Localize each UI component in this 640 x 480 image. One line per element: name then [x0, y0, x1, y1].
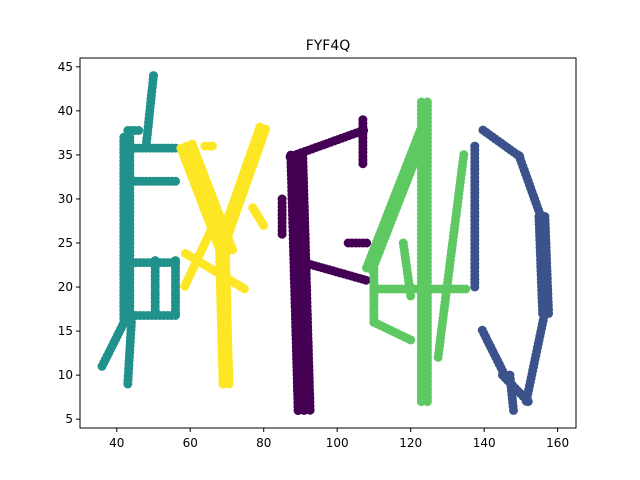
series-2 [277, 115, 372, 416]
x-tick-label: 60 [183, 436, 198, 450]
series-1 [176, 122, 271, 389]
scatter-point [433, 352, 443, 362]
y-tick-label: 15 [58, 324, 73, 338]
axes-frame [79, 57, 577, 429]
scatter-point [123, 379, 133, 389]
scatter-point [171, 176, 180, 186]
y-tick-label: 40 [58, 104, 73, 118]
scatter-point [406, 291, 416, 301]
x-tick-label: 80 [256, 436, 271, 450]
x-tick-label: 140 [473, 436, 496, 450]
series-0 [97, 71, 180, 389]
scatter-point [224, 379, 234, 389]
scatter-point [207, 141, 217, 151]
series-4 [470, 125, 554, 415]
scatter-point [134, 126, 144, 135]
y-tick-label: 30 [58, 192, 73, 206]
series-3 [362, 97, 471, 407]
scatter-point [358, 159, 368, 169]
x-tick-label: 100 [326, 436, 349, 450]
x-tick-label: 120 [399, 436, 422, 450]
scatter-point [422, 397, 432, 407]
scatter-point [362, 238, 372, 248]
scatter-point [97, 361, 107, 371]
y-tick-label: 35 [58, 148, 73, 162]
chart-title: FYF4Q [306, 38, 351, 54]
scatter-point [239, 284, 249, 294]
scatter-point [461, 284, 471, 294]
scatter-point [477, 325, 487, 335]
x-tick-label: 160 [546, 436, 569, 450]
y-tick-label: 25 [58, 236, 73, 250]
scatter-point [305, 405, 315, 415]
y-tick-label: 20 [58, 280, 73, 294]
y-tick-label: 45 [58, 60, 73, 74]
y-tick-label: 10 [58, 368, 73, 382]
scatter-point [406, 335, 416, 345]
scatter-point [228, 245, 238, 255]
scatter-point [509, 405, 518, 415]
scatter-point [171, 311, 180, 320]
x-tick-label: 40 [109, 436, 124, 450]
scatter-point [277, 229, 287, 239]
scatter-point [180, 281, 190, 291]
ticks-layer: 40 60 80 100 120 140 160 5 10 15 20 25 30 35 40 45 [58, 60, 569, 450]
scatter-point [470, 282, 480, 292]
points-layer [97, 71, 554, 416]
y-tick-label: 5 [65, 412, 73, 426]
scatter-point [361, 275, 371, 285]
scatter-point [259, 220, 269, 230]
